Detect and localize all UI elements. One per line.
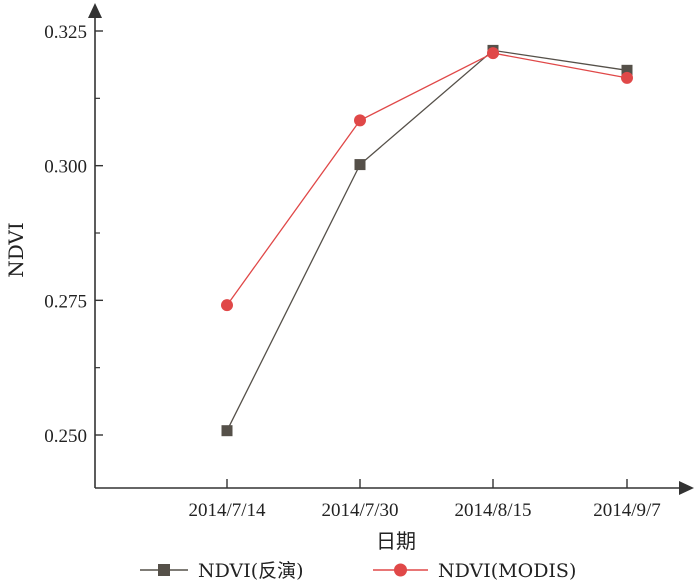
x-axis-arrow <box>679 481 694 495</box>
legend-label-2: NDVI(MODIS) <box>438 560 576 582</box>
data-point-square <box>621 64 633 76</box>
x-tick-label: 2014/8/15 <box>454 500 531 521</box>
y-tick-label: 0.325 <box>44 22 87 43</box>
data-point-square <box>354 159 366 171</box>
x-tick-label: 2014/9/7 <box>593 500 661 521</box>
y-tick-label: 0.250 <box>44 426 87 447</box>
x-axis-title: 日期 <box>376 529 416 553</box>
y-tick-label: 0.300 <box>44 157 87 178</box>
series-line-2 <box>226 52 628 306</box>
data-point-circle <box>354 114 366 127</box>
data-point-circle <box>487 47 499 60</box>
y-tick-label: 0.275 <box>44 291 87 312</box>
x-tick-label: 2014/7/30 <box>321 500 398 521</box>
x-tick-label: 2014/7/14 <box>188 500 266 521</box>
legend-marker-circle <box>394 563 407 577</box>
y-axis-arrow <box>88 3 102 18</box>
legend: NDVI(反演) NDVI(MODIS) <box>140 560 576 582</box>
legend-label-1: NDVI(反演) <box>198 560 304 582</box>
y-axis-title: NDVI <box>4 222 28 278</box>
series-line-1 <box>226 49 628 431</box>
x-axis-ticks: 2014/7/14 2014/7/30 2014/8/15 2014/9/7 <box>188 479 661 521</box>
y-axis-ticks: 0.250 0.275 0.300 0.325 <box>44 22 103 447</box>
data-point-circle <box>221 299 233 312</box>
data-point-square <box>221 425 233 437</box>
data-point-circle <box>621 71 633 84</box>
legend-marker-square <box>158 564 170 576</box>
series-layer <box>221 44 633 437</box>
